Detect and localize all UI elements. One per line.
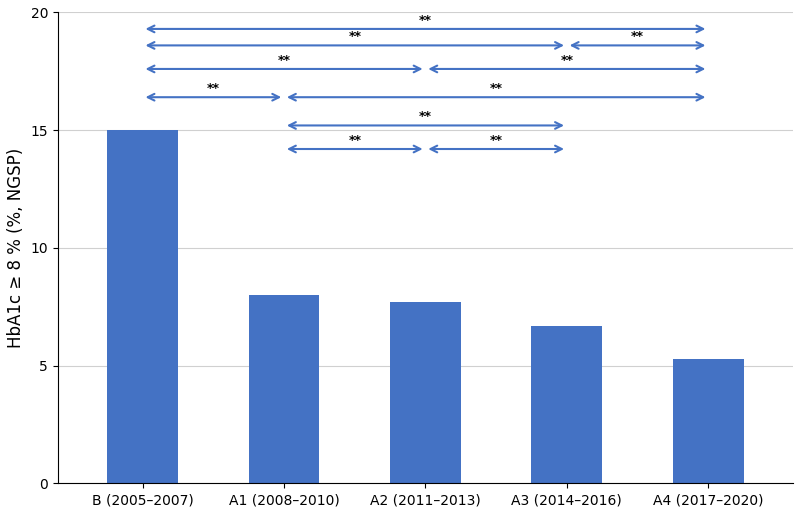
Bar [390, 302, 461, 483]
Text: **: ** [419, 13, 432, 27]
Bar [107, 130, 178, 483]
Bar [531, 325, 602, 483]
Text: **: ** [631, 30, 644, 43]
Y-axis label: HbA1c ≥ 8 % (%, NGSP): HbA1c ≥ 8 % (%, NGSP) [7, 148, 25, 348]
Bar [249, 295, 319, 483]
Text: **: ** [490, 82, 502, 95]
Text: **: ** [348, 134, 362, 146]
Text: **: ** [278, 53, 290, 67]
Text: **: ** [490, 134, 502, 146]
Text: **: ** [560, 53, 574, 67]
Text: **: ** [207, 82, 220, 95]
Text: **: ** [348, 30, 362, 43]
Bar [673, 359, 743, 483]
Text: **: ** [419, 110, 432, 123]
